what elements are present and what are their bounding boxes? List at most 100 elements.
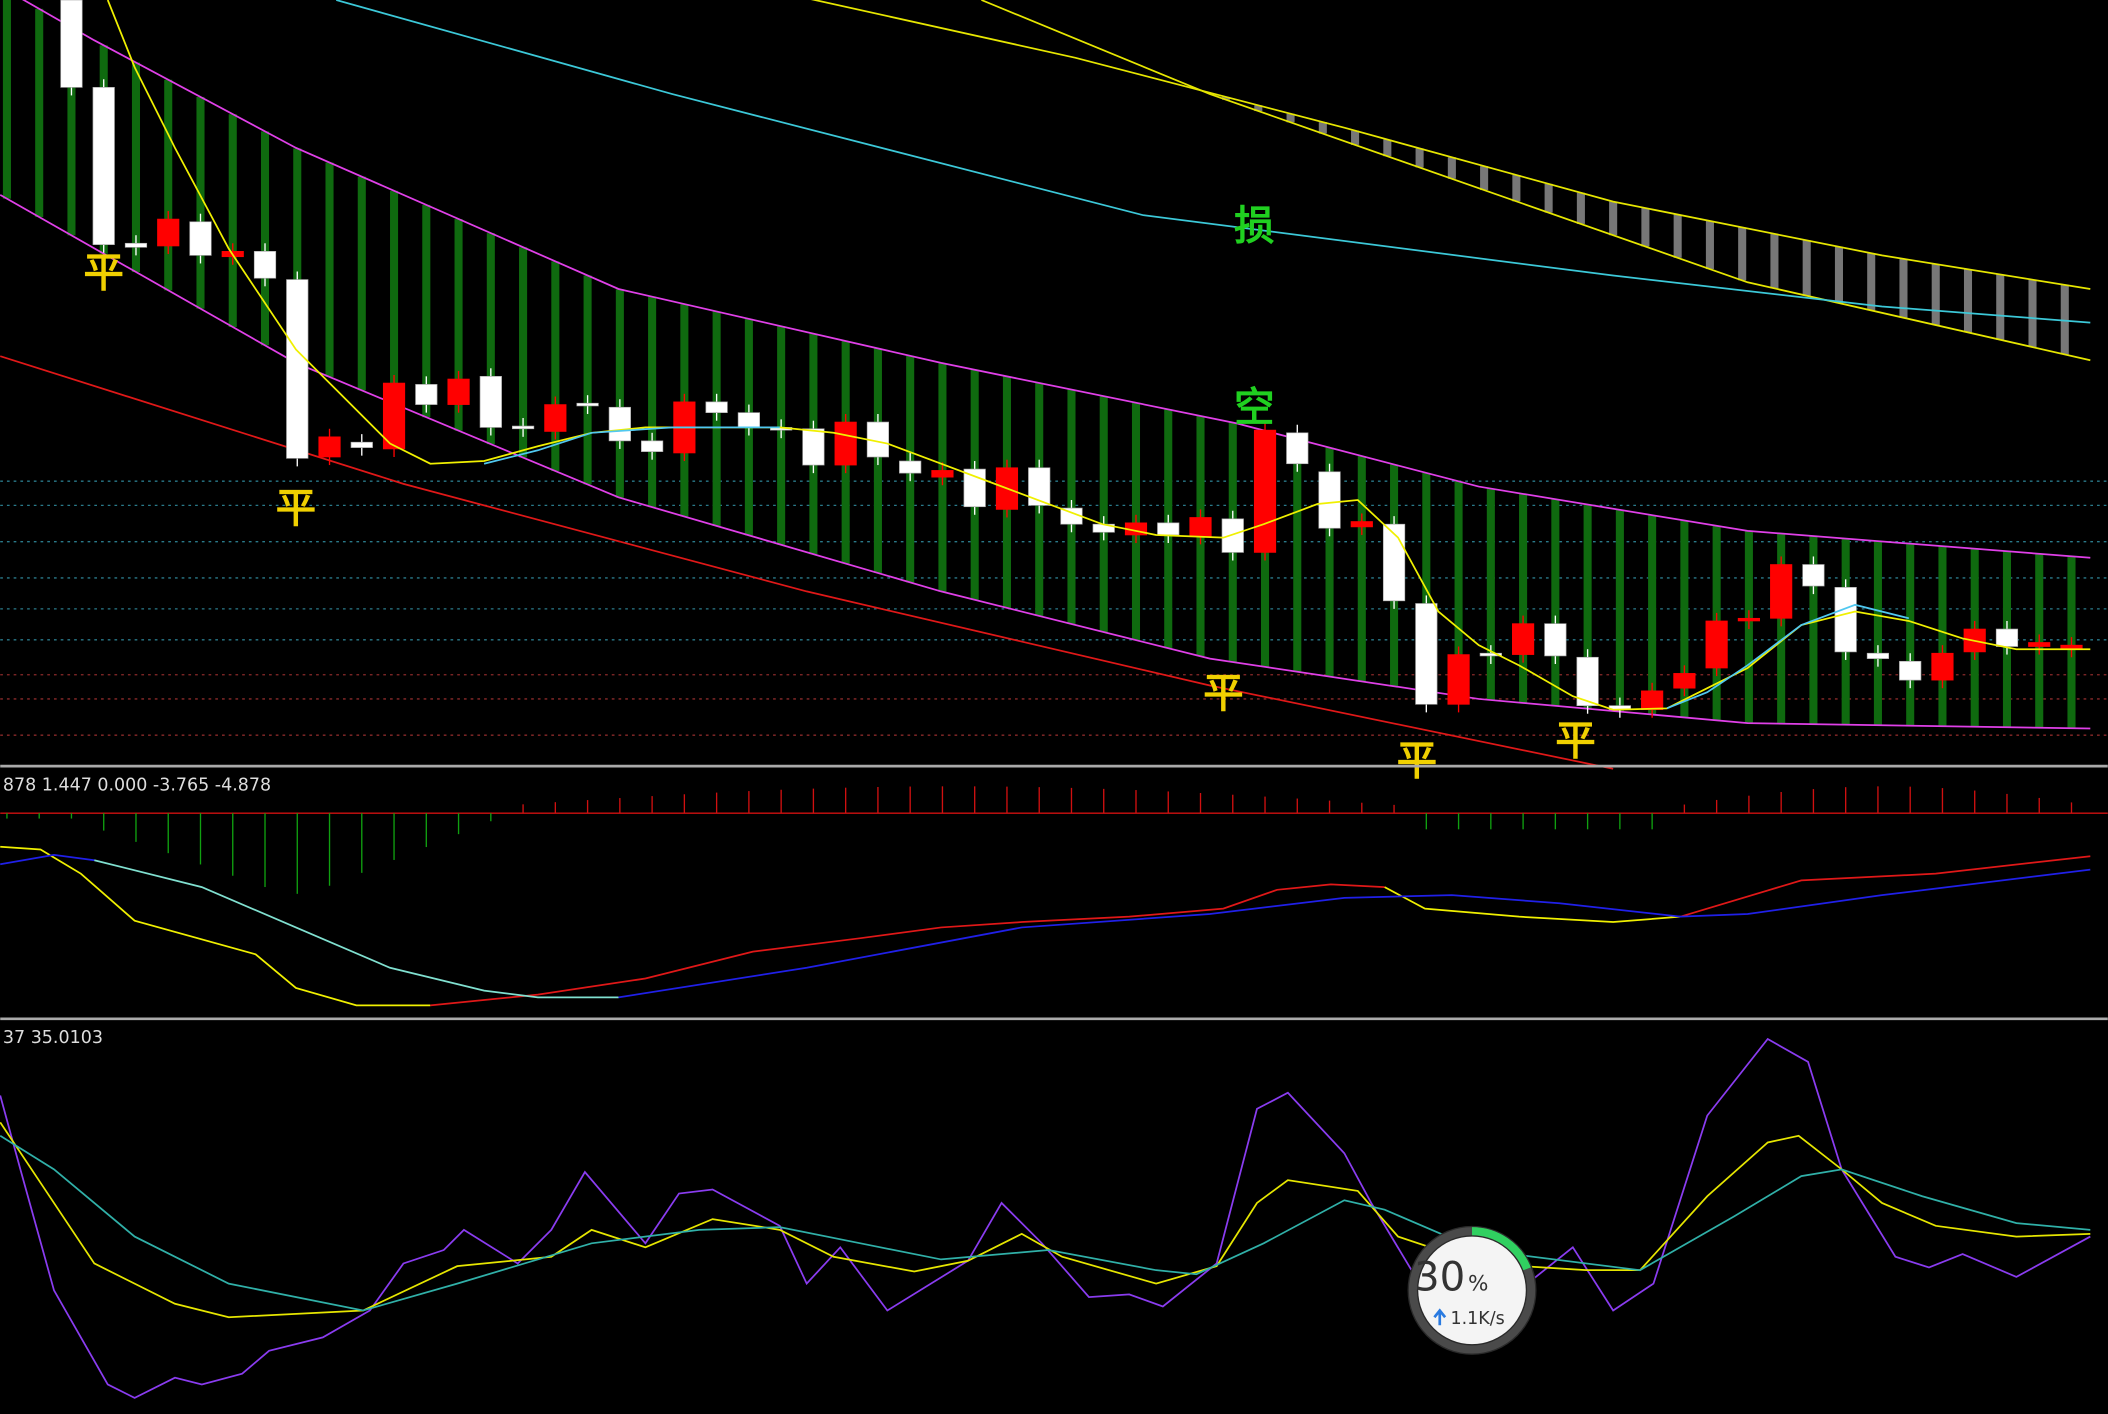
candle-body [544, 404, 567, 432]
upper-bar [1963, 269, 1973, 333]
channel-bar [67, 27, 76, 236]
candle-body [1770, 564, 1793, 619]
j-line [0, 1135, 2091, 1312]
slow-average [336, 0, 2091, 324]
upper-bar [1931, 264, 1940, 326]
upper-bar [1770, 233, 1779, 289]
candle-body [60, 0, 83, 88]
upper-bar [1641, 208, 1650, 247]
upper-bar [1415, 148, 1424, 168]
candle-body [737, 412, 760, 428]
channel-bar [357, 176, 366, 391]
channel-bar [1293, 439, 1302, 672]
upper-bar [1351, 130, 1360, 145]
candle-body [1512, 623, 1535, 655]
upper-bar [1576, 192, 1585, 224]
upper-bar [1222, 96, 1231, 100]
upper-bar [1673, 214, 1682, 258]
price-levels [0, 480, 2108, 736]
upper-bar [2060, 284, 2069, 355]
channel-bar [1648, 515, 1657, 715]
candle-body [1802, 564, 1825, 587]
candle-body [447, 378, 470, 405]
candle-body [1866, 652, 1890, 659]
upper-bar [1480, 166, 1489, 191]
signal-marker: 平 [1555, 717, 1595, 764]
widget-percent-sign: % [1468, 1271, 1488, 1296]
widget-progress [1471, 1227, 1531, 1271]
candle-body [1641, 690, 1664, 711]
channel-bar [1777, 533, 1786, 724]
channel-bar [1938, 546, 1947, 727]
candle-body [479, 376, 502, 428]
upper-channel-bottom [981, 0, 2091, 362]
candle-body [641, 440, 664, 452]
upper-bar [2028, 279, 2037, 348]
histogram [6, 786, 2073, 894]
signal-marker: 平 [1397, 737, 1437, 784]
candle-body [1286, 432, 1309, 465]
upper-channel-top [810, 0, 2091, 290]
d-line [0, 1121, 2091, 1319]
candle-body [1157, 522, 1180, 536]
k-line [0, 1037, 2091, 1399]
channel-bar [1583, 504, 1592, 709]
channel-bar [35, 8, 44, 218]
dif-line [1680, 855, 2091, 918]
candle-body [1737, 617, 1760, 622]
upper-bar [1447, 157, 1456, 179]
candle-body [1673, 673, 1696, 689]
channel-bar [293, 148, 302, 364]
upper-bar [1705, 220, 1714, 270]
candle-body [1931, 652, 1954, 681]
candle-body [1995, 628, 2019, 647]
upper-bar [1738, 227, 1747, 281]
candle-body [511, 425, 535, 430]
candle-body [318, 436, 341, 458]
channel-bar [196, 96, 205, 309]
widget-speed: 1.1K/s [1451, 1309, 1505, 1329]
upper-bar [1996, 274, 2005, 340]
upper-bar [1544, 183, 1553, 213]
candle-body [1318, 471, 1341, 529]
channel-bar [454, 219, 463, 431]
upper-bar [1512, 175, 1521, 202]
candle-body [1447, 654, 1470, 705]
candle-body [899, 460, 922, 474]
widget-percent: 30 [1414, 1253, 1465, 1300]
network-widget[interactable]: 30 % 1.1K/s [1407, 1225, 1537, 1355]
channel-bar [1615, 509, 1624, 712]
channel-bar [228, 114, 237, 328]
channel-bar [390, 190, 399, 404]
candle-body [1189, 517, 1212, 537]
candle-body [963, 468, 986, 508]
channel-bar [1680, 520, 1689, 718]
candle-body [124, 242, 148, 248]
upper-bar [1867, 253, 1876, 311]
candle-body [834, 421, 857, 466]
candle-body [931, 470, 954, 478]
channel-bar [1551, 499, 1560, 706]
channel-bar [1906, 543, 1915, 726]
signal-marker: 平 [1203, 670, 1243, 717]
signal-marker: 平 [276, 485, 316, 532]
indicator-label: 37 35.0103 [3, 1028, 103, 1048]
channel-bar [325, 162, 334, 377]
dif-line [430, 883, 1385, 1007]
candle-body [1576, 656, 1599, 706]
short-average [483, 426, 780, 465]
channel-bar [583, 275, 592, 485]
channel-bar [551, 261, 560, 471]
candle-body [1479, 652, 1502, 657]
indicator-label: 878 1.447 0.000 -3.765 -4.878 [3, 775, 271, 795]
channel-bar [164, 79, 173, 291]
channel-bar [1325, 447, 1334, 677]
channel-bar [1099, 396, 1108, 633]
candle-body [1253, 429, 1277, 553]
signal-marker: 损 [1234, 202, 1274, 249]
candle-body [802, 428, 825, 466]
candle-body [1350, 521, 1373, 528]
